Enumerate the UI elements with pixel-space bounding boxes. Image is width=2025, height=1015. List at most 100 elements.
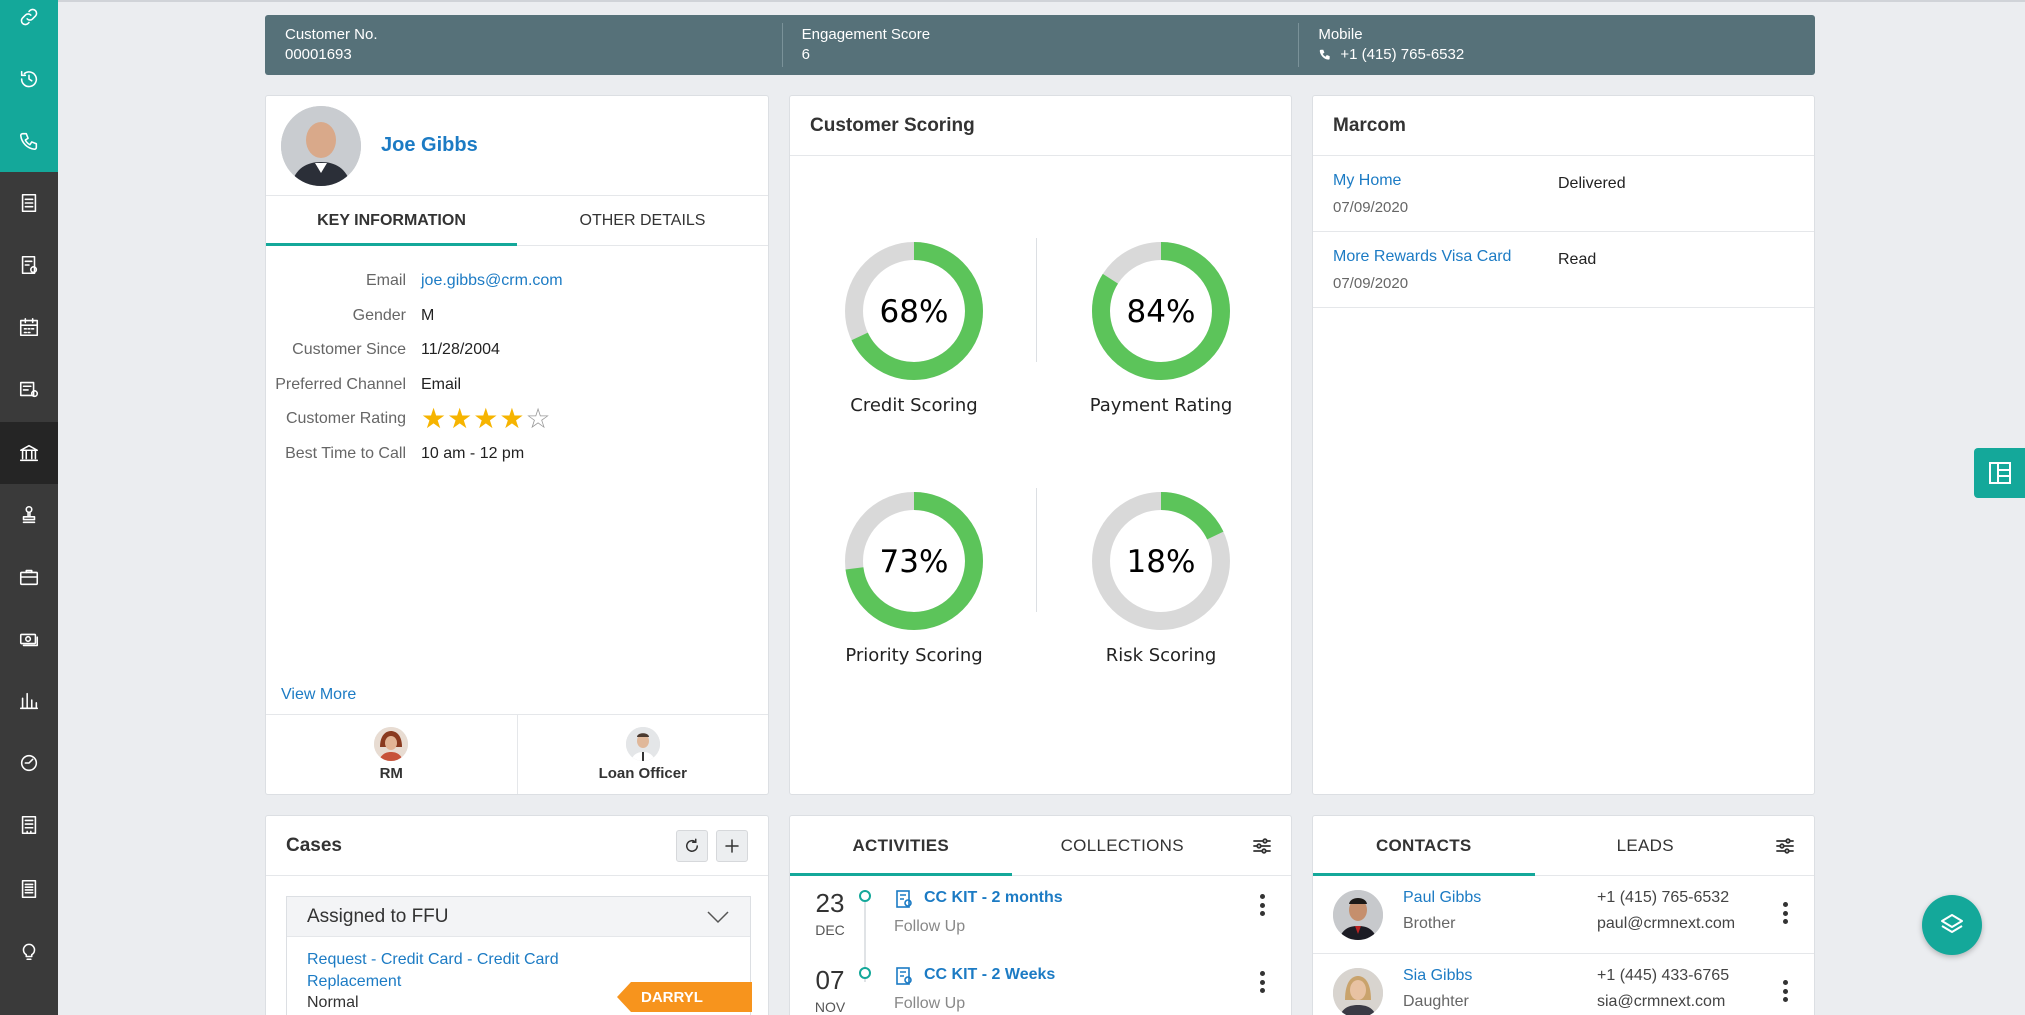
dashboard-icon[interactable]: [0, 732, 58, 794]
gauge-divider: [1036, 238, 1037, 362]
contract-icon[interactable]: [0, 358, 58, 420]
tab-contacts[interactable]: CONTACTS: [1313, 816, 1535, 876]
contact-email[interactable]: paul@crmnext.com: [1597, 915, 1736, 932]
customer-since-row: Customer Since 11/28/2004: [266, 333, 768, 368]
filter-button[interactable]: [1756, 816, 1814, 875]
gender-row: Gender M: [266, 299, 768, 334]
add-case-button[interactable]: [716, 829, 748, 862]
stamp-icon[interactable]: [0, 484, 58, 546]
star-filled-icon: ★: [473, 403, 499, 435]
activities-tabs: ACTIVITIES COLLECTIONS: [790, 816, 1291, 876]
activities-card: ACTIVITIES COLLECTIONS 23 DEC CC KIT - 2…: [789, 815, 1292, 1015]
risk-scoring-ring: 18%: [1092, 492, 1230, 630]
briefcase-icon[interactable]: [0, 546, 58, 608]
officers-row: RM Loan Officer: [266, 714, 768, 794]
more-options-icon[interactable]: [1782, 980, 1788, 1002]
case-group-header[interactable]: Assigned to FFU: [287, 897, 750, 937]
gauge-credit-scoring: 68% Credit Scoring: [814, 241, 1014, 416]
customer-scoring-card: Customer Scoring 68% Credit Scoring 84% …: [789, 95, 1292, 795]
customer-no-label: Customer No.: [285, 26, 378, 43]
customer-name[interactable]: Joe Gibbs: [381, 134, 478, 156]
activity-title-link[interactable]: CC KIT - 2 months: [924, 889, 1063, 906]
best-time-row: Best Time to Call 10 am - 12 pm: [266, 437, 768, 472]
profile-tabs: KEY INFORMATION OTHER DETAILS: [266, 196, 768, 246]
layers-fab-button[interactable]: [1922, 895, 1982, 955]
tab-other-details[interactable]: OTHER DETAILS: [579, 211, 706, 229]
customer-rating-stars: ★ ★ ★ ★ ☆: [421, 405, 551, 433]
layout-panel-toggle[interactable]: [1974, 448, 2025, 498]
ledger-icon[interactable]: [0, 794, 58, 856]
phone-icon[interactable]: [0, 110, 58, 172]
case-priority: Normal: [307, 994, 359, 1011]
more-options-icon[interactable]: [1259, 971, 1265, 993]
lightbulb-icon[interactable]: [0, 920, 58, 982]
gender-label: Gender: [352, 306, 406, 324]
customer-summary-bar: Customer No. 00001693 Engagement Score 6…: [265, 15, 1815, 75]
best-time-value: 10 am - 12 pm: [421, 444, 525, 462]
case-group: Assigned to FFU Request - Credit Card - …: [286, 896, 752, 1015]
gauge-value: 68%: [880, 294, 949, 330]
tab-collections[interactable]: COLLECTIONS: [1060, 835, 1184, 855]
more-options-icon[interactable]: [1259, 894, 1265, 916]
customer-no-value: 00001693: [285, 46, 352, 63]
checklist-icon[interactable]: [0, 234, 58, 296]
activity-type: Follow Up: [894, 918, 966, 935]
customer-since-value: 11/28/2004: [421, 341, 500, 359]
activity-title-link[interactable]: CC KIT - 2 Weeks: [924, 966, 1056, 983]
email-label: Email: [365, 272, 406, 290]
mobile-value[interactable]: +1 (415) 765-6532: [1318, 45, 1795, 65]
bar-chart-icon[interactable]: [0, 670, 58, 732]
tab-key-information[interactable]: KEY INFORMATION: [266, 196, 517, 246]
history-icon[interactable]: [0, 48, 58, 110]
cash-icon[interactable]: [0, 608, 58, 670]
mobile-label: Mobile: [1318, 26, 1363, 43]
gauge-value: 18%: [1127, 544, 1196, 580]
chevron-down-icon: [707, 910, 729, 923]
tab-activities[interactable]: ACTIVITIES: [790, 816, 1012, 876]
calendar-icon[interactable]: [0, 296, 58, 358]
bank-icon[interactable]: [0, 422, 58, 484]
activity-day: 23: [815, 888, 845, 918]
case-title-link[interactable]: Request - Credit Card - Credit Card Repl…: [307, 951, 559, 990]
report-icon[interactable]: [0, 858, 58, 920]
top-divider: [58, 0, 2025, 2]
refresh-button[interactable]: [676, 829, 708, 862]
gauge-label: Priority Scoring: [845, 645, 983, 666]
link-icon[interactable]: [0, 0, 58, 48]
mobile-number[interactable]: +1 (415) 765-6532: [1340, 46, 1465, 63]
preferred-channel-label: Preferred Channel: [275, 375, 406, 393]
document-icon[interactable]: [0, 172, 58, 234]
activity-day: 07: [815, 965, 845, 995]
priority-scoring-ring: 73%: [845, 492, 983, 630]
more-options-icon[interactable]: [1782, 902, 1788, 924]
contact-name-link[interactable]: Paul Gibbs: [1403, 889, 1482, 906]
gender-value: M: [421, 306, 435, 324]
marcom-campaign-link[interactable]: My Home: [1333, 172, 1402, 189]
sidebar: [0, 0, 58, 1015]
filter-sliders-icon: [1253, 837, 1271, 854]
plus-icon: [725, 838, 739, 853]
marcom-status: Delivered: [1558, 175, 1626, 192]
key-information-list: Email joe.gibbs@crm.com Gender M Custome…: [266, 246, 768, 471]
officer-loan[interactable]: Loan Officer: [516, 715, 769, 794]
activity-type: Follow Up: [894, 995, 966, 1012]
contacts-card: CONTACTS LEADS Paul Gibbs Brother +1 (41…: [1312, 815, 1815, 1015]
contact-phone[interactable]: +1 (415) 765-6532: [1597, 889, 1730, 906]
email-row: Email joe.gibbs@crm.com: [266, 264, 768, 299]
gauge-payment-rating: 84% Payment Rating: [1061, 241, 1261, 416]
contact-phone[interactable]: +1 (445) 433-6765: [1597, 967, 1730, 984]
contact-name-link[interactable]: Sia Gibbs: [1403, 967, 1473, 984]
filter-button[interactable]: [1233, 816, 1291, 875]
marcom-status: Read: [1558, 251, 1597, 268]
email-value[interactable]: joe.gibbs@crm.com: [421, 272, 563, 290]
tab-leads[interactable]: LEADS: [1616, 835, 1674, 855]
view-more-link[interactable]: View More: [281, 686, 357, 703]
customer-rating-label: Customer Rating: [285, 410, 406, 428]
marcom-title: Marcom: [1313, 96, 1814, 156]
marcom-campaign-link[interactable]: More Rewards Visa Card: [1333, 248, 1512, 265]
engagement-cell: Engagement Score 6: [781, 15, 1299, 75]
contact-email[interactable]: sia@crmnext.com: [1597, 993, 1726, 1010]
officer-rm[interactable]: RM: [266, 715, 517, 794]
customer-since-label: Customer Since: [292, 341, 406, 359]
profile-card: Joe Gibbs KEY INFORMATION OTHER DETAILS …: [265, 95, 769, 795]
